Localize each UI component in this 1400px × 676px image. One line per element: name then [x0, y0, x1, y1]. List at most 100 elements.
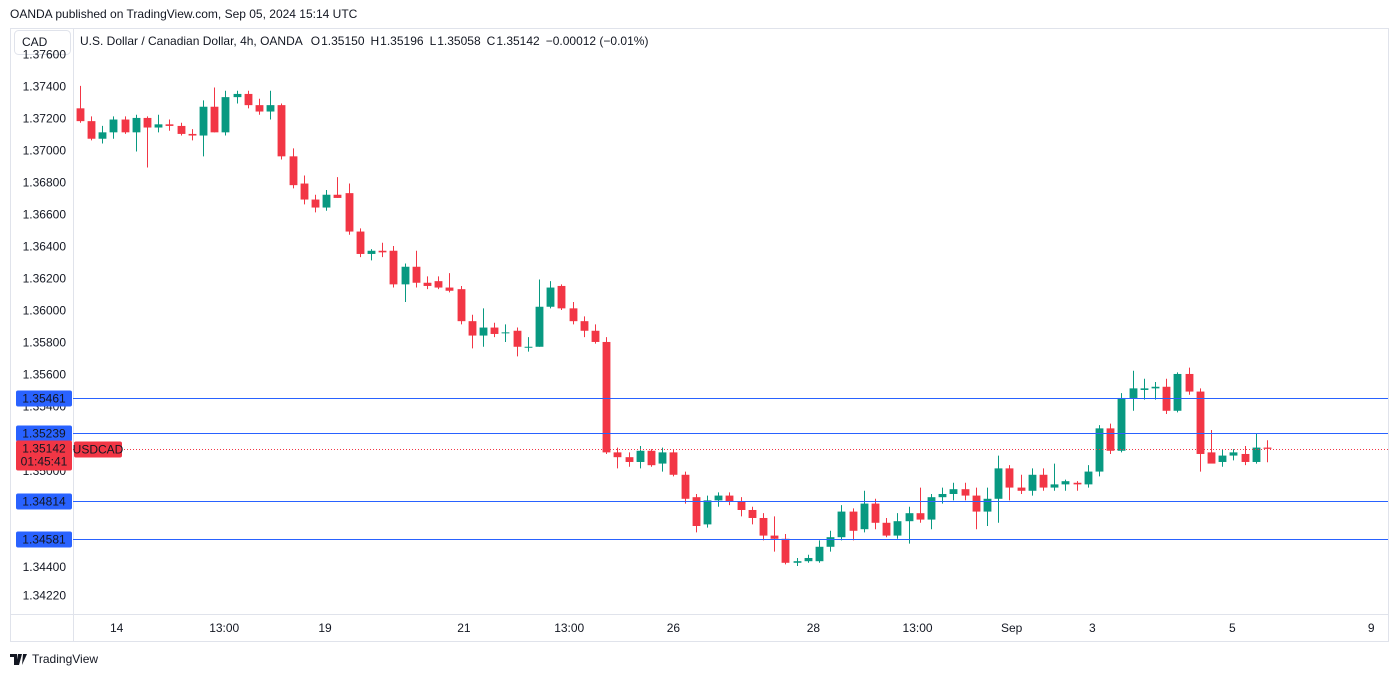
candle-body	[76, 108, 85, 122]
candle-body	[300, 183, 309, 200]
candle-body	[815, 546, 824, 562]
candle-body	[983, 498, 992, 512]
candle-body	[972, 495, 981, 512]
candle-body	[748, 509, 757, 518]
candle-body	[322, 194, 331, 208]
level-label: 1.34581	[22, 533, 66, 547]
candle-body	[580, 321, 589, 331]
candle-body	[804, 557, 813, 562]
y-tick-label: 1.36400	[23, 240, 67, 254]
candle-body	[1241, 453, 1250, 462]
candle-body	[165, 124, 174, 126]
candle-body	[412, 266, 421, 283]
candle-body	[1061, 481, 1070, 485]
candle-body	[289, 156, 298, 186]
candle-body	[826, 537, 835, 547]
y-tick-label: 1.34400	[23, 560, 67, 574]
candle-body	[210, 106, 219, 133]
candle-body	[87, 121, 96, 139]
candle-body	[501, 332, 510, 334]
candle-body	[994, 468, 1003, 499]
candle-body	[154, 124, 163, 128]
candle-body	[490, 327, 499, 334]
candle-body	[513, 330, 522, 347]
ohlc-value: 1.35142	[496, 34, 540, 48]
candle-body	[524, 346, 533, 348]
candle-body	[109, 119, 118, 133]
candle-body	[445, 287, 454, 291]
candle-body	[882, 522, 891, 536]
candle-body	[1017, 487, 1026, 491]
x-tick-label: 19	[318, 621, 332, 635]
candle-body	[1129, 388, 1138, 398]
symbol-badge	[74, 441, 122, 458]
currency: CAD	[22, 35, 48, 49]
candle-body	[188, 133, 197, 136]
candle-body	[535, 306, 544, 347]
candle-body	[927, 497, 936, 520]
ohlc-value: 1.35196	[380, 34, 424, 48]
candle-body	[199, 106, 208, 136]
level-label: 1.35461	[22, 392, 66, 406]
candle-body	[837, 511, 846, 538]
y-tick-label: 1.36000	[23, 304, 67, 318]
y-tick-label: 1.37600	[23, 48, 67, 62]
x-tick-label: 14	[110, 621, 124, 635]
ohlc-label: C	[487, 34, 496, 48]
candle-body	[457, 289, 466, 322]
candle-body	[1263, 447, 1272, 449]
x-tick-label: 13:00	[209, 621, 239, 635]
published-note: OANDA published on TradingView.com, Sep …	[10, 7, 358, 21]
candle-body	[725, 495, 734, 502]
candle-body	[916, 513, 925, 520]
candle-body	[569, 308, 578, 322]
level-label: 1.34814	[22, 495, 66, 509]
x-tick-label: 28	[807, 621, 821, 635]
candle-body	[849, 511, 858, 531]
chart-title: U.S. Dollar / Canadian Dollar, 4h, OANDA	[80, 34, 303, 48]
candle-body	[1229, 452, 1238, 456]
candle-body	[759, 517, 768, 536]
candle-body	[356, 231, 365, 254]
ohlc-label: H	[371, 34, 380, 48]
candle-body	[479, 327, 488, 336]
candle-body	[221, 97, 230, 133]
candle-body	[793, 561, 802, 563]
candle-body	[893, 521, 902, 536]
candle-body	[860, 503, 869, 530]
candle-body	[613, 452, 622, 458]
candle-body	[1028, 474, 1037, 491]
candle-body	[1207, 452, 1216, 464]
x-tick-label: 9	[1368, 621, 1375, 635]
candle-body	[905, 513, 914, 522]
candle-body	[938, 493, 947, 498]
y-tick-label: 1.35800	[23, 336, 67, 350]
candle-body	[647, 450, 656, 466]
level-badge	[16, 531, 72, 548]
candle-body	[378, 250, 387, 253]
candle-body	[244, 93, 253, 106]
x-tick-label: 3	[1089, 621, 1096, 635]
level-badge	[16, 493, 72, 510]
candle-body	[255, 105, 264, 112]
candle-body	[1196, 391, 1205, 454]
candle-body	[961, 489, 970, 496]
currency-box[interactable]	[14, 30, 71, 55]
candle-body	[681, 474, 690, 499]
candle-body	[468, 321, 477, 336]
last-price-badge	[16, 440, 72, 471]
candle-body	[143, 117, 152, 128]
level-label: 1.35239	[22, 427, 66, 441]
ohlc-value: 1.35150	[321, 34, 365, 48]
y-tick-label: 1.35600	[23, 368, 67, 382]
candle-body	[311, 199, 320, 208]
brand-logo	[10, 654, 27, 665]
x-tick-label: 13:00	[903, 621, 933, 635]
y-tick-label: 1.34220	[23, 589, 67, 603]
candle-body	[277, 105, 286, 157]
candle-body	[367, 250, 376, 254]
candle-body	[1140, 388, 1149, 390]
x-tick-label: 26	[667, 621, 681, 635]
